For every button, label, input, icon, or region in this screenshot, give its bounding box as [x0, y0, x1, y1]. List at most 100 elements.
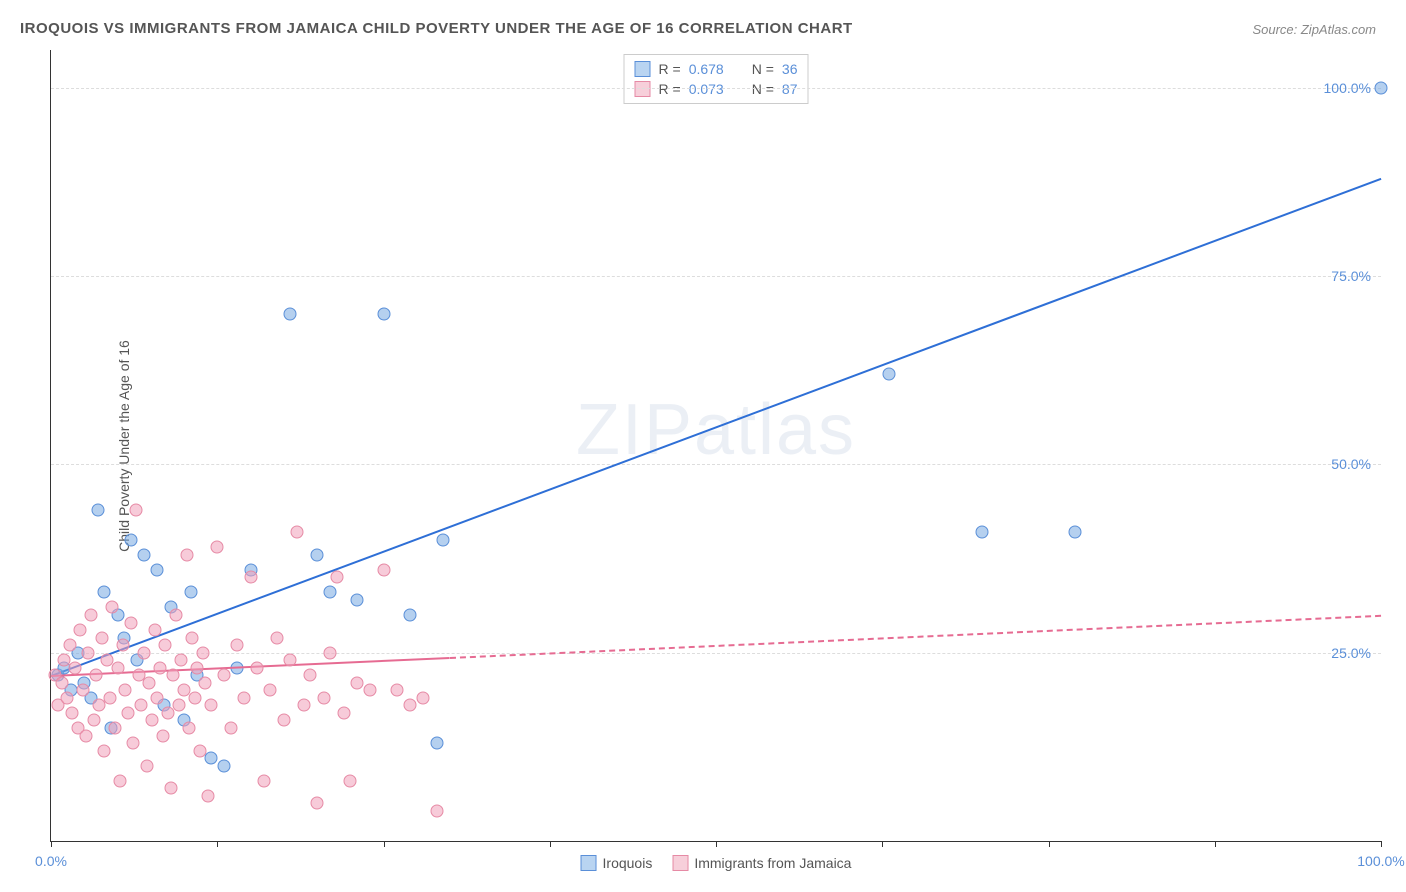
correlation-chart: IROQUOIS VS IMMIGRANTS FROM JAMAICA CHIL… — [0, 0, 1406, 892]
data-point — [151, 563, 164, 576]
data-point — [204, 752, 217, 765]
data-point — [430, 737, 443, 750]
data-point — [211, 541, 224, 554]
data-point — [430, 804, 443, 817]
data-point — [311, 548, 324, 561]
data-point — [106, 601, 119, 614]
y-tick-label: 25.0% — [1331, 645, 1371, 661]
n-value: 87 — [782, 81, 798, 97]
stats-legend-row: R =0.073N =87 — [635, 79, 798, 99]
data-point — [164, 782, 177, 795]
data-point — [337, 706, 350, 719]
x-tick-label: 0.0% — [35, 853, 67, 869]
data-point — [143, 676, 156, 689]
r-value: 0.678 — [689, 61, 724, 77]
data-point — [159, 639, 172, 652]
data-point — [82, 646, 95, 659]
data-point — [138, 548, 151, 561]
series-label: Iroquois — [603, 855, 653, 871]
data-point — [68, 661, 81, 674]
data-point — [84, 609, 97, 622]
data-point — [284, 307, 297, 320]
data-point — [135, 699, 148, 712]
data-point — [377, 307, 390, 320]
data-point — [122, 706, 135, 719]
y-tick-label: 100.0% — [1324, 80, 1371, 96]
data-point — [108, 722, 121, 735]
chart-title: IROQUOIS VS IMMIGRANTS FROM JAMAICA CHIL… — [20, 20, 853, 37]
gridline — [51, 653, 1381, 654]
data-point — [324, 586, 337, 599]
data-point — [130, 503, 143, 516]
data-point — [172, 699, 185, 712]
n-label: N = — [752, 81, 774, 97]
series-label: Immigrants from Jamaica — [694, 855, 851, 871]
data-point — [148, 624, 161, 637]
data-point — [291, 526, 304, 539]
x-tick — [716, 841, 717, 847]
data-point — [417, 691, 430, 704]
gridline — [51, 276, 1381, 277]
data-point — [264, 684, 277, 697]
data-point — [297, 699, 310, 712]
data-point — [114, 774, 127, 787]
data-point — [175, 654, 188, 667]
legend-swatch — [581, 855, 597, 871]
series-legend-item: Immigrants from Jamaica — [672, 855, 851, 871]
data-point — [140, 759, 153, 772]
data-point — [277, 714, 290, 727]
gridline — [51, 88, 1381, 89]
data-point — [284, 654, 297, 667]
data-point — [437, 533, 450, 546]
data-point — [404, 609, 417, 622]
data-point — [124, 533, 137, 546]
data-point — [257, 774, 270, 787]
data-point — [317, 691, 330, 704]
data-point — [127, 737, 140, 750]
data-point — [201, 789, 214, 802]
data-point — [55, 676, 68, 689]
data-point — [91, 503, 104, 516]
data-point — [185, 631, 198, 644]
data-point — [311, 797, 324, 810]
data-point — [167, 669, 180, 682]
data-point — [344, 774, 357, 787]
legend-swatch — [672, 855, 688, 871]
data-point — [882, 367, 895, 380]
data-point — [90, 669, 103, 682]
data-point — [74, 624, 87, 637]
data-point — [103, 691, 116, 704]
data-point — [76, 684, 89, 697]
legend-swatch — [635, 81, 651, 97]
x-tick — [384, 841, 385, 847]
series-legend: Iroquois Immigrants from Jamaica — [581, 855, 852, 871]
data-point — [146, 714, 159, 727]
stats-legend: R =0.678N =36R =0.073N =87 — [624, 54, 809, 104]
data-point — [116, 639, 129, 652]
data-point — [350, 593, 363, 606]
data-point — [87, 714, 100, 727]
x-tick-label: 100.0% — [1357, 853, 1404, 869]
r-label: R = — [659, 61, 681, 77]
data-point — [237, 691, 250, 704]
gridline — [51, 464, 1381, 465]
data-point — [976, 526, 989, 539]
data-point — [217, 669, 230, 682]
plot-area: ZIPatlas R =0.678N =36R =0.073N =87 Iroq… — [50, 50, 1381, 842]
data-point — [111, 661, 124, 674]
data-point — [364, 684, 377, 697]
n-value: 36 — [782, 61, 798, 77]
data-point — [151, 691, 164, 704]
x-tick — [882, 841, 883, 847]
data-point — [251, 661, 264, 674]
data-point — [184, 586, 197, 599]
data-point — [304, 669, 317, 682]
data-point — [66, 706, 79, 719]
y-tick-label: 75.0% — [1331, 268, 1371, 284]
data-point — [154, 661, 167, 674]
data-point — [60, 691, 73, 704]
data-point — [390, 684, 403, 697]
y-tick-label: 50.0% — [1331, 456, 1371, 472]
data-point — [95, 631, 108, 644]
legend-swatch — [635, 61, 651, 77]
